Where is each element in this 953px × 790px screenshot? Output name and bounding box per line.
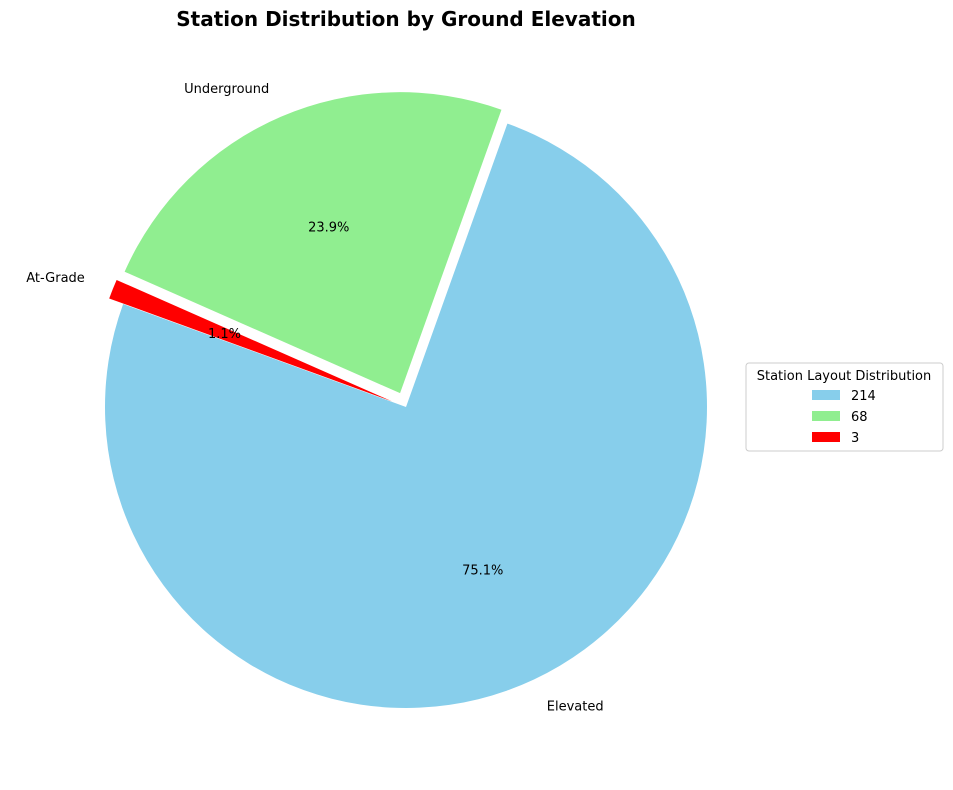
slice-label-at-grade: At-Grade — [26, 271, 85, 286]
legend-entry-3: 3 — [851, 431, 859, 446]
slice-label-elevated: Elevated — [547, 700, 604, 715]
legend-box — [745, 362, 944, 452]
pie-slices — [105, 92, 707, 708]
legend-entry-2: 68 — [851, 410, 868, 425]
slice-labels: 75.1% Elevated 23.9% Underground 1.1% At-Grad… — [26, 82, 603, 715]
legend-swatch-2 — [812, 411, 840, 421]
pie-slice-at-grade — [109, 279, 393, 402]
legend: Station Layout Distribution 214 68 3 — [745, 362, 944, 452]
pie-slice-underground — [124, 92, 502, 394]
chart-title: Station Distribution by Ground Elevation — [176, 7, 635, 31]
legend-title: Station Layout Distribution — [757, 369, 932, 384]
legend-swatch-1 — [812, 390, 840, 400]
percent-label-at-grade: 1.1% — [208, 327, 241, 342]
percent-label-elevated: 75.1% — [462, 563, 503, 578]
legend-swatch-3 — [812, 432, 840, 442]
pie-slice-elevated — [105, 123, 707, 708]
slice-label-underground: Underground — [184, 82, 269, 97]
legend-entry-1: 214 — [851, 389, 876, 404]
percent-label-underground: 23.9% — [308, 220, 349, 235]
